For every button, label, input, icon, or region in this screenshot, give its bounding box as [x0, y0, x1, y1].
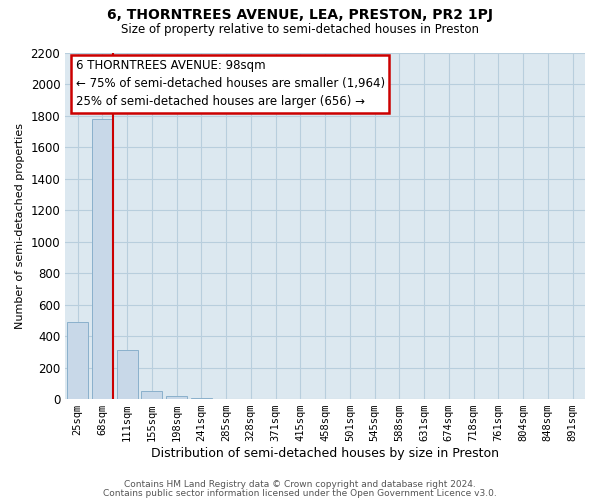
Bar [191, 398, 212, 399]
Bar [92, 120, 113, 399]
Bar [116, 350, 137, 399]
Bar [67, 322, 88, 399]
Text: Contains HM Land Registry data © Crown copyright and database right 2024.: Contains HM Land Registry data © Crown c… [124, 480, 476, 489]
Text: 6 THORNTREES AVENUE: 98sqm
← 75% of semi-detached houses are smaller (1,964)
25%: 6 THORNTREES AVENUE: 98sqm ← 75% of semi… [76, 60, 385, 108]
Text: Size of property relative to semi-detached houses in Preston: Size of property relative to semi-detach… [121, 22, 479, 36]
Bar [166, 396, 187, 399]
Text: Contains public sector information licensed under the Open Government Licence v3: Contains public sector information licen… [103, 488, 497, 498]
Y-axis label: Number of semi-detached properties: Number of semi-detached properties [15, 123, 25, 329]
Text: 6, THORNTREES AVENUE, LEA, PRESTON, PR2 1PJ: 6, THORNTREES AVENUE, LEA, PRESTON, PR2 … [107, 8, 493, 22]
Bar [141, 391, 163, 399]
X-axis label: Distribution of semi-detached houses by size in Preston: Distribution of semi-detached houses by … [151, 447, 499, 460]
